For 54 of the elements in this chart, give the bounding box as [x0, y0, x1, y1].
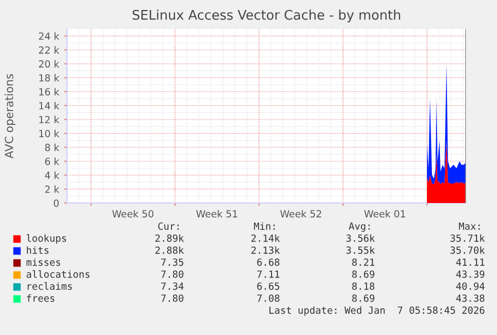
chart-title: SELinux Access Vector Cache - by month: [132, 10, 400, 22]
text: 3.55k: [346, 246, 375, 254]
text: 7.80: [161, 270, 184, 278]
text: 2.14k: [251, 234, 280, 242]
x-tick-label: Week 52: [280, 210, 322, 218]
text: 7.35: [161, 258, 184, 266]
y-tick-label: 12 k: [39, 116, 60, 124]
text: 2.89k: [155, 234, 184, 242]
y-tick-label: 14 k: [39, 102, 60, 110]
text: 35.71k: [450, 234, 485, 242]
text: Cur:: [158, 222, 179, 230]
text: 7.11: [257, 270, 280, 278]
y-axis-title: AVC operations: [4, 74, 16, 158]
text: Last update: Wed Jan 7 05:58:45 2026: [269, 306, 484, 316]
text: 8.69: [352, 270, 374, 278]
text: Min:: [254, 222, 275, 230]
text: Max:: [458, 222, 480, 230]
text: 8.69: [352, 294, 374, 302]
text: 7.80: [161, 294, 184, 302]
legend-label: frees: [26, 294, 54, 302]
y-tick-label: 22 k: [38, 46, 60, 54]
text: 35.70k: [450, 246, 485, 254]
y-tick-label: 16 k: [39, 88, 60, 96]
text: 6.68: [257, 258, 280, 266]
text: 6.65: [257, 282, 280, 290]
legend-label: lookups: [26, 234, 66, 244]
text: 7.08: [257, 294, 280, 302]
legend-label: misses: [26, 258, 60, 266]
legend-label: reclaims: [28, 282, 72, 290]
y-tick-label: 18 k: [39, 74, 60, 82]
y-tick-label: 24 k: [38, 32, 60, 40]
text: Avg:: [348, 222, 370, 232]
text: 40.94: [456, 282, 485, 290]
x-tick-label: Week 01: [364, 210, 406, 218]
text: 2.88k: [155, 246, 184, 254]
y-tick-label: 20 k: [38, 60, 60, 68]
text: 3.56k: [346, 234, 375, 242]
text: 43.39: [456, 270, 484, 278]
x-tick-label: Week 51: [196, 210, 238, 218]
text: 43.38: [456, 294, 484, 302]
y-tick-label: 0: [54, 199, 59, 207]
text: 41.11: [456, 258, 484, 266]
text: 8.18: [352, 282, 374, 290]
x-tick-label: Week 50: [112, 210, 154, 218]
y-tick-label: 8 k: [45, 144, 60, 152]
text: 7.34: [161, 282, 184, 290]
y-tick-label: 4 k: [44, 171, 60, 179]
legend-label: hits: [26, 246, 48, 254]
legend-label: allocations: [26, 270, 90, 278]
y-tick-label: 10 k: [39, 130, 60, 138]
text: 8.21: [352, 258, 374, 266]
y-tick-label: 6 k: [45, 158, 60, 166]
text: 2.13k: [251, 246, 280, 254]
y-tick-label: 2 k: [45, 185, 60, 193]
